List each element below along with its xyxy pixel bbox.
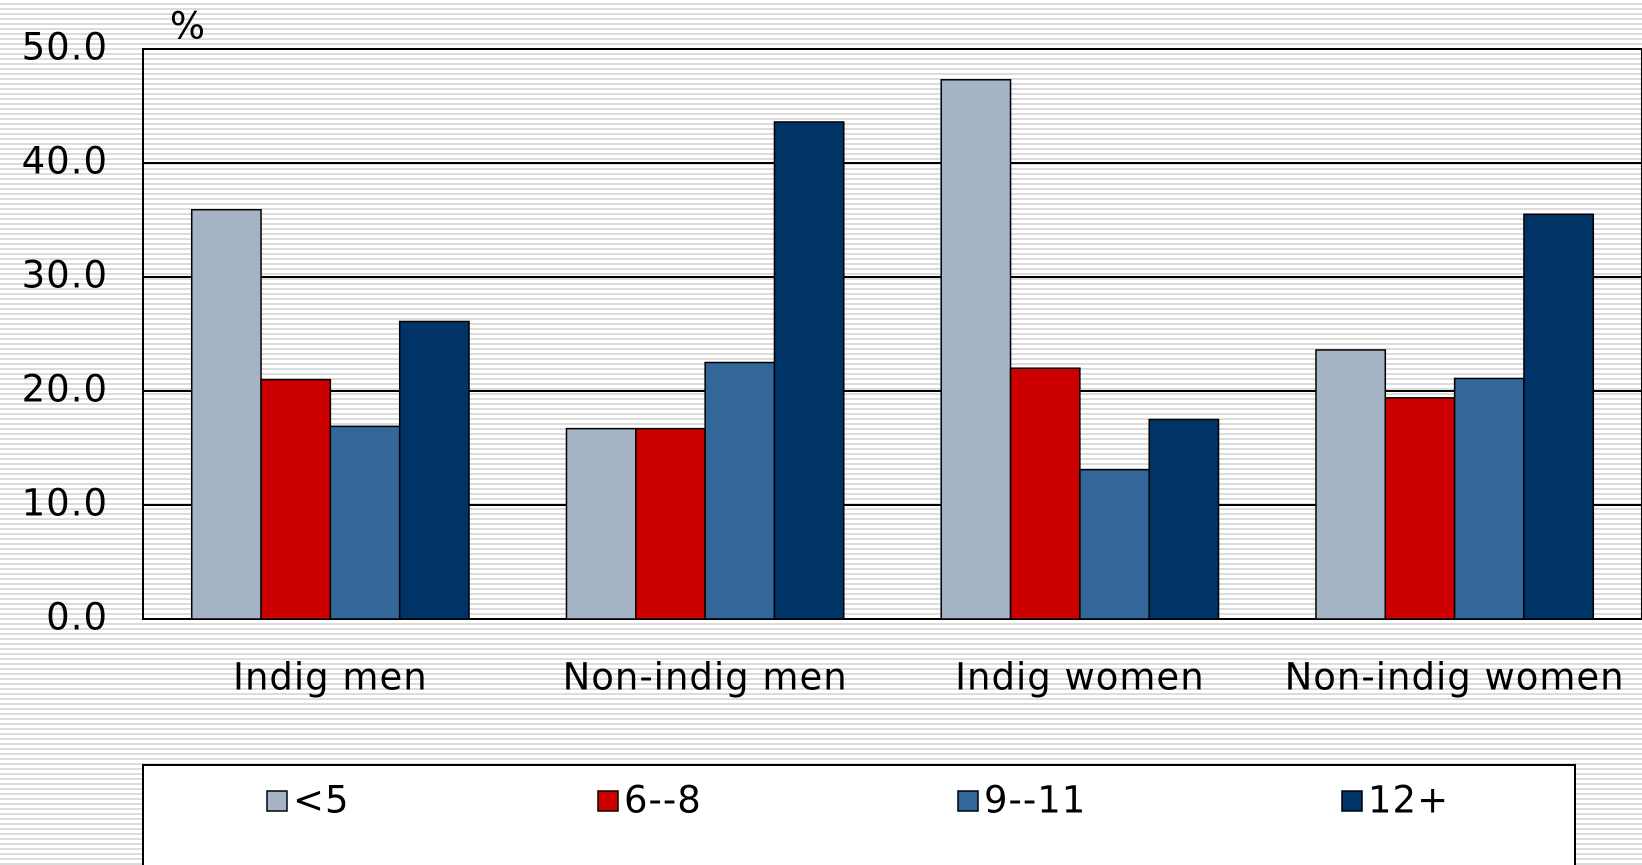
x-tick-label: Indig women [955,656,1205,699]
legend-swatch [266,790,288,812]
bar [1009,367,1081,620]
legend-box [142,764,1576,865]
legend-label: 12+ [1368,779,1449,822]
bar [1523,213,1595,620]
x-tick-label: Indig men [233,656,428,699]
bar [260,378,332,620]
y-tick-label: 20.0 [22,368,108,411]
bar [940,79,1012,620]
y-tick-label: 50.0 [22,26,108,69]
legend-swatch [597,790,619,812]
y-tick-label: 0.0 [46,596,108,639]
bar [1148,418,1220,620]
legend-label: 6--8 [624,779,702,822]
y-tick-label: 30.0 [22,254,108,297]
legend-label: 9--11 [984,779,1086,822]
y-tick-label: 10.0 [22,482,108,525]
bar [190,208,262,620]
x-tick-label: Non-indig women [1285,656,1625,699]
bar [635,427,706,620]
bar [1315,349,1387,620]
bar [1079,468,1150,620]
legend-label: <5 [293,779,350,822]
bar [773,121,845,620]
bar [329,425,401,620]
bar [398,320,470,620]
bar [1384,397,1456,620]
x-tick-label: Non-indig men [563,656,848,699]
y-tick-label: 40.0 [22,140,108,183]
legend-swatch [1341,790,1363,812]
bar [704,361,776,620]
legend-swatch [957,790,979,812]
bar [1453,377,1525,620]
bar [565,427,637,620]
y-axis-label: % [170,5,206,48]
